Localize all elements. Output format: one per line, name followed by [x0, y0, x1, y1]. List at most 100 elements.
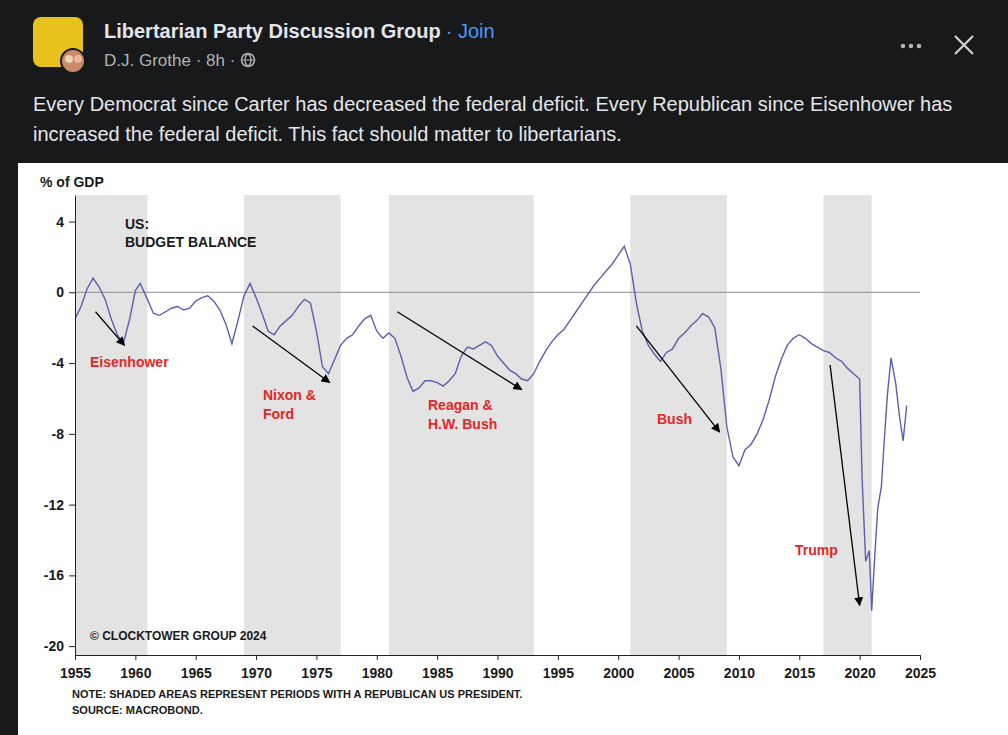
x-tick-label: 2010	[724, 665, 755, 681]
annotation-label: Ford	[263, 406, 294, 422]
x-tick-mark	[75, 655, 76, 660]
avatar-bg	[33, 17, 83, 67]
annotation-label: Reagan &	[428, 397, 493, 413]
annotation-label: Bush	[657, 411, 692, 427]
x-tick-label: 1985	[422, 665, 453, 681]
close-button[interactable]	[955, 36, 973, 54]
post-text: Every Democrat since Carter has decrease…	[33, 89, 978, 149]
x-tick-label: 1995	[543, 665, 574, 681]
x-tick-mark	[256, 655, 257, 660]
y-tick: -12	[44, 497, 75, 513]
globe-icon	[240, 52, 256, 68]
avatar-photo	[61, 49, 85, 73]
x-tick-label: 2015	[784, 665, 815, 681]
y-tick-label: 4	[56, 214, 64, 230]
group-name: Libertarian Party Discussion Group	[104, 20, 441, 42]
y-axis-title: % of GDP	[40, 174, 104, 190]
annotation-arrow	[830, 365, 860, 606]
x-axis: 1955 1960 1965 1970 1975 1980 1985 1990 1995 2000…	[60, 655, 936, 681]
chart-background	[18, 163, 1008, 735]
x-tick: 2020	[845, 655, 876, 681]
x-tick: 2010	[724, 655, 755, 681]
x-tick-mark	[860, 655, 861, 660]
y-tick: -16	[44, 567, 75, 583]
x-tick: 1980	[362, 655, 393, 681]
chart-title: US:	[125, 216, 149, 232]
y-tick-mark	[69, 363, 75, 364]
y-tick: -8	[52, 426, 75, 442]
y-axis: 4 0 -4 -8 -12 -16 -20	[44, 196, 76, 656]
y-tick: 0	[56, 284, 75, 300]
y-tick-mark	[69, 434, 75, 435]
x-tick-label: 1990	[482, 665, 513, 681]
x-tick-label: 2020	[845, 665, 876, 681]
x-tick-mark	[679, 655, 680, 660]
x-tick-mark	[196, 655, 197, 660]
annotation-arrow	[252, 326, 329, 383]
annotation-arrow	[397, 312, 521, 390]
join-link[interactable]: · Join	[446, 20, 495, 42]
y-tick: -20	[44, 638, 75, 654]
y-tick-label: -12	[44, 497, 64, 513]
budget-balance-line	[75, 246, 907, 610]
y-tick-mark	[69, 575, 75, 576]
chart-title: BUDGET BALANCE	[125, 234, 256, 250]
x-tick-mark	[799, 655, 800, 660]
republican-period	[389, 195, 534, 655]
republican-period	[823, 195, 871, 655]
x-tick: 2000	[603, 655, 634, 681]
y-tick-mark	[69, 646, 75, 647]
annotation-label: Nixon &	[263, 387, 316, 403]
group-avatar	[33, 17, 89, 73]
group-header: Libertarian Party Discussion Group· Join	[104, 20, 495, 43]
annotation-arrow	[96, 312, 125, 346]
x-tick: 1985	[422, 655, 453, 681]
x-tick-label: 2025	[905, 665, 936, 681]
x-tick: 1955	[60, 655, 91, 681]
x-tick-mark	[377, 655, 378, 660]
x-tick-label: 1960	[120, 665, 151, 681]
x-tick: 1965	[181, 655, 212, 681]
x-tick-label: 1970	[241, 665, 272, 681]
avatar-face	[74, 55, 82, 63]
x-tick-mark	[920, 655, 921, 660]
x-tick-label: 1975	[301, 665, 332, 681]
source: SOURCE: MACROBOND.	[72, 704, 203, 716]
x-tick-mark	[558, 655, 559, 660]
chart: 40-4-8-12-16-201955196019651970197519801…	[18, 163, 1008, 735]
annotation-label: H.W. Bush	[428, 416, 497, 432]
plot-area	[75, 195, 920, 655]
zero-line	[75, 292, 920, 293]
republican-period	[244, 195, 341, 655]
copyright: © CLOCKTOWER GROUP 2024	[90, 629, 267, 643]
y-tick-label: -8	[52, 426, 65, 442]
y-tick-label: -16	[44, 567, 64, 583]
x-tick: 2005	[663, 655, 694, 681]
avatar-face	[65, 55, 73, 63]
x-tick-mark	[437, 655, 438, 660]
y-tick-label: 0	[56, 284, 64, 300]
x-tick-label: 1955	[60, 665, 91, 681]
republican-period	[75, 195, 147, 655]
annotation-label: Eisenhower	[90, 354, 169, 370]
y-tick-mark	[69, 505, 75, 506]
x-tick: 2025	[905, 655, 936, 681]
x-tick: 1975	[301, 655, 332, 681]
annotation-label: Trump	[795, 542, 838, 558]
x-tick-label: 2000	[603, 665, 634, 681]
more-button[interactable]	[901, 44, 922, 49]
x-tick-label: 1965	[181, 665, 212, 681]
y-tick: -4	[52, 355, 75, 371]
post-meta-row: D.J. Grothe · 8h ·	[104, 51, 256, 71]
note: NOTE: SHADED AREAS REPRESENT PERIODS WIT…	[72, 688, 522, 700]
y-tick-mark	[69, 222, 75, 223]
x-tick-mark	[618, 655, 619, 660]
x-tick-label: 2005	[663, 665, 694, 681]
x-tick: 1995	[543, 655, 574, 681]
x-tick: 1990	[482, 655, 513, 681]
y-axis-line	[75, 196, 76, 656]
x-tick: 2015	[784, 655, 815, 681]
x-tick-label: 1980	[362, 665, 393, 681]
y-tick-label: -4	[52, 355, 65, 371]
y-tick-label: -20	[44, 638, 64, 654]
